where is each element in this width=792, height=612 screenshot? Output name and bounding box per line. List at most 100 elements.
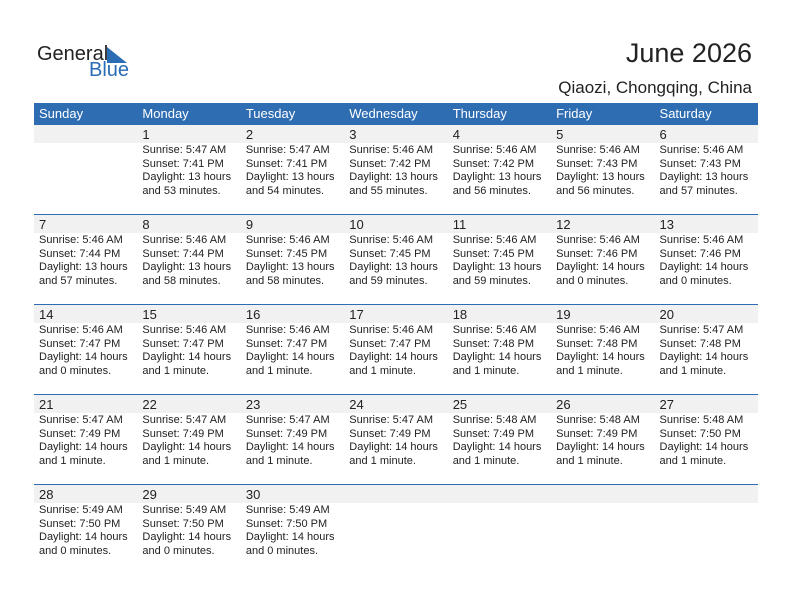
daylight1-text: Daylight: 14 hours	[349, 351, 438, 363]
day-cell: 4 Sunrise: 5:46 AM Sunset: 7:42 PM Daylight…	[448, 125, 551, 214]
sunrise-text: Sunrise: 5:49 AM	[39, 504, 123, 516]
location: Qiaozi, Chongqing, China	[558, 78, 752, 97]
sunset-text: Sunset: 7:47 PM	[245, 337, 328, 350]
day-info: Sunrise: 5:46 AM Sunset: 7:45 PM Daylight:…	[453, 234, 551, 288]
day-cell: 27 Sunrise: 5:48 AM Sunset: 7:50 PM Dayligh…	[655, 395, 758, 484]
day-cell: 18 Sunrise: 5:46 AM Sunset: 7:48 PM Dayligh…	[448, 305, 551, 394]
day-cell	[551, 485, 654, 575]
logo-text-blue: Blue	[89, 59, 130, 81]
day-cell: 5 Sunrise: 5:46 AM Sunset: 7:43 PM Daylight…	[551, 125, 654, 214]
sunset-text: Sunset: 7:46 PM	[556, 247, 638, 260]
day-cell: 25 Sunrise: 5:48 AM Sunset: 7:49 PM Dayligh…	[448, 395, 551, 484]
day-cell: 24 Sunrise: 5:47 AM Sunset: 7:49 PM Dayligh…	[344, 395, 447, 484]
daylight2-text: and 59 minutes.	[349, 274, 428, 287]
sunrise-text: Sunrise: 5:46 AM	[452, 234, 537, 246]
sunrise-text: Sunrise: 5:47 AM	[39, 414, 123, 426]
day-number: 18	[452, 307, 468, 322]
weekday-tuesday: Tuesday	[245, 106, 296, 121]
sunset-text: Sunset: 7:45 PM	[452, 247, 535, 260]
weekday-wednesday: Wednesday	[349, 106, 418, 121]
day-number: 28	[39, 487, 54, 502]
sunrise-text: Sunrise: 5:46 AM	[245, 324, 330, 336]
sunset-text: Sunset: 7:49 PM	[39, 427, 121, 440]
day-info: Sunrise: 5:49 AM Sunset: 7:50 PM Daylight:…	[142, 504, 240, 558]
sunrise-text: Sunrise: 5:48 AM	[556, 414, 640, 426]
daylight1-text: Daylight: 13 hours	[349, 171, 438, 183]
sunrise-text: Sunrise: 5:47 AM	[142, 414, 227, 426]
day-number: 6	[659, 127, 667, 142]
day-cell: 15 Sunrise: 5:46 AM Sunset: 7:47 PM Dayligh…	[137, 305, 240, 394]
day-cell: 6 Sunrise: 5:46 AM Sunset: 7:43 PM Daylight…	[655, 125, 758, 214]
daylight2-text: and 58 minutes.	[245, 274, 325, 287]
sunrise-text: Sunrise: 5:46 AM	[452, 144, 537, 156]
week-row: 14 Sunrise: 5:46 AM Sunset: 7:47 PM Dayligh…	[34, 305, 758, 395]
day-number: 11	[452, 217, 467, 232]
sunset-text: Sunset: 7:49 PM	[349, 427, 431, 440]
sunset-text: Sunset: 7:47 PM	[142, 337, 224, 350]
calendar-grid: Sunday Monday Tuesday Wednesday Thursday Frid…	[34, 103, 758, 575]
day-info: Sunrise: 5:48 AM Sunset: 7:50 PM Daylight:…	[660, 414, 758, 468]
sunrise-text: Sunrise: 5:49 AM	[245, 504, 330, 516]
daylight1-text: Daylight: 14 hours	[556, 441, 645, 453]
logo-text-general: General	[37, 43, 109, 65]
sunset-text: Sunset: 7:50 PM	[142, 517, 224, 530]
daylight1-text: Daylight: 14 hours	[452, 351, 542, 363]
day-number: 13	[659, 217, 674, 232]
day-info: Sunrise: 5:49 AM Sunset: 7:50 PM Daylight:…	[39, 504, 137, 558]
day-number: 22	[142, 397, 157, 412]
sunset-text: Sunset: 7:46 PM	[659, 247, 741, 260]
daylight2-text: and 1 minute.	[245, 364, 313, 377]
sunrise-text: Sunrise: 5:46 AM	[245, 234, 330, 246]
daylight2-text: and 57 minutes.	[39, 274, 118, 287]
day-number: 9	[245, 217, 254, 232]
daylight1-text: Daylight: 14 hours	[142, 531, 232, 543]
weekday-monday: Monday	[142, 106, 189, 121]
sunset-text: Sunset: 7:44 PM	[39, 247, 121, 260]
day-info: Sunrise: 5:46 AM Sunset: 7:47 PM Daylight:…	[39, 324, 137, 378]
daylight1-text: Daylight: 13 hours	[659, 171, 749, 183]
weekday-thursday: Thursday	[452, 106, 507, 121]
day-cell	[34, 125, 137, 214]
day-info: Sunrise: 5:46 AM Sunset: 7:44 PM Daylight:…	[39, 234, 137, 288]
day-cell	[448, 485, 551, 575]
sunrise-text: Sunrise: 5:49 AM	[142, 504, 227, 516]
day-number: 26	[556, 397, 571, 412]
daylight1-text: Daylight: 14 hours	[556, 261, 645, 273]
daylight2-text: and 1 minute.	[452, 364, 520, 377]
daylight2-text: and 1 minute.	[452, 454, 520, 467]
day-info: Sunrise: 5:46 AM Sunset: 7:48 PM Daylight:…	[453, 324, 551, 378]
day-info: Sunrise: 5:47 AM Sunset: 7:49 PM Daylight:…	[246, 414, 344, 468]
day-number: 25	[452, 397, 468, 412]
day-number: 24	[349, 397, 364, 412]
day-number: 2	[245, 127, 254, 142]
day-cell: 30 Sunrise: 5:49 AM Sunset: 7:50 PM Dayligh…	[241, 485, 344, 575]
day-info: Sunrise: 5:48 AM Sunset: 7:49 PM Daylight:…	[453, 414, 551, 468]
sunset-text: Sunset: 7:49 PM	[142, 427, 224, 440]
day-cell: 12 Sunrise: 5:46 AM Sunset: 7:46 PM Dayligh…	[551, 215, 654, 304]
sunrise-text: Sunrise: 5:47 AM	[659, 324, 744, 336]
sunset-text: Sunset: 7:49 PM	[245, 427, 328, 440]
day-info: Sunrise: 5:46 AM Sunset: 7:42 PM Daylight:…	[349, 144, 447, 198]
day-number: 20	[659, 307, 674, 322]
daylight2-text: and 0 minutes.	[39, 364, 112, 377]
day-info: Sunrise: 5:46 AM Sunset: 7:48 PM Daylight:…	[556, 324, 654, 378]
day-number: 4	[452, 127, 460, 142]
weekday-header: Sunday Monday Tuesday Wednesday Thursday Frid…	[34, 103, 758, 125]
daylight2-text: and 1 minute.	[142, 364, 210, 377]
daylight1-text: Daylight: 14 hours	[452, 441, 542, 453]
sunrise-text: Sunrise: 5:46 AM	[556, 234, 640, 246]
sunset-text: Sunset: 7:47 PM	[349, 337, 431, 350]
sunset-text: Sunset: 7:42 PM	[452, 157, 535, 170]
day-number: 15	[142, 307, 157, 322]
sunset-text: Sunset: 7:41 PM	[142, 157, 224, 170]
daylight1-text: Daylight: 13 hours	[452, 171, 542, 183]
day-info: Sunrise: 5:47 AM Sunset: 7:41 PM Daylight:…	[246, 144, 344, 198]
day-cell: 17 Sunrise: 5:46 AM Sunset: 7:47 PM Dayligh…	[344, 305, 447, 394]
day-number: 14	[39, 307, 54, 322]
day-cell: 2 Sunrise: 5:47 AM Sunset: 7:41 PM Daylight…	[241, 125, 344, 214]
daylight1-text: Daylight: 14 hours	[349, 441, 438, 453]
day-cell: 9 Sunrise: 5:46 AM Sunset: 7:45 PM Daylight…	[241, 215, 344, 304]
week-row: 28 Sunrise: 5:49 AM Sunset: 7:50 PM Dayligh…	[34, 485, 758, 575]
day-number: 3	[349, 127, 357, 142]
sunset-text: Sunset: 7:45 PM	[245, 247, 328, 260]
